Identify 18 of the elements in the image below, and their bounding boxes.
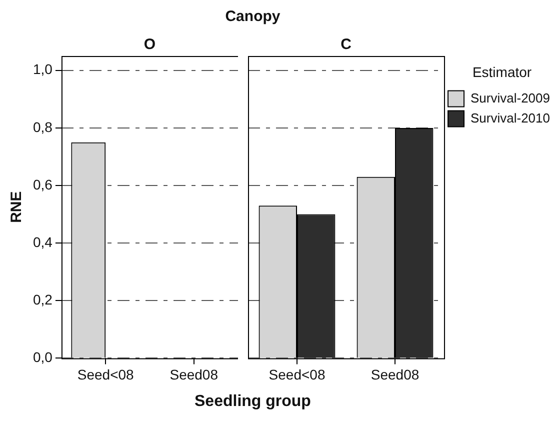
y-tick-label: 0,8 [32, 118, 53, 135]
y-tick-label: 0,2 [32, 291, 53, 308]
x-tick-label: Seed<08 [77, 366, 134, 382]
legend-label: Survival-2010 [470, 110, 550, 126]
y-tick-label: 0,0 [32, 349, 53, 366]
legend-label: Survival-2009 [470, 90, 550, 106]
chart-title: Canopy [225, 8, 280, 25]
y-tick-label: 0,4 [32, 234, 53, 250]
x-tick-label: Seed<08 [268, 366, 326, 382]
x-axis-title: Seedling group [194, 393, 311, 411]
y-tick-label: 0,6 [32, 176, 53, 192]
y-tick-label: 1,0 [32, 61, 53, 78]
chart-subtitle: O [144, 36, 156, 53]
x-tick-label: Seed08 [170, 366, 218, 382]
x-tick-label: Seed08 [370, 366, 420, 382]
y-axis-title: RNE [8, 191, 26, 223]
chart-subtitle: C [340, 36, 352, 53]
legend-title: Estimator [472, 64, 532, 80]
